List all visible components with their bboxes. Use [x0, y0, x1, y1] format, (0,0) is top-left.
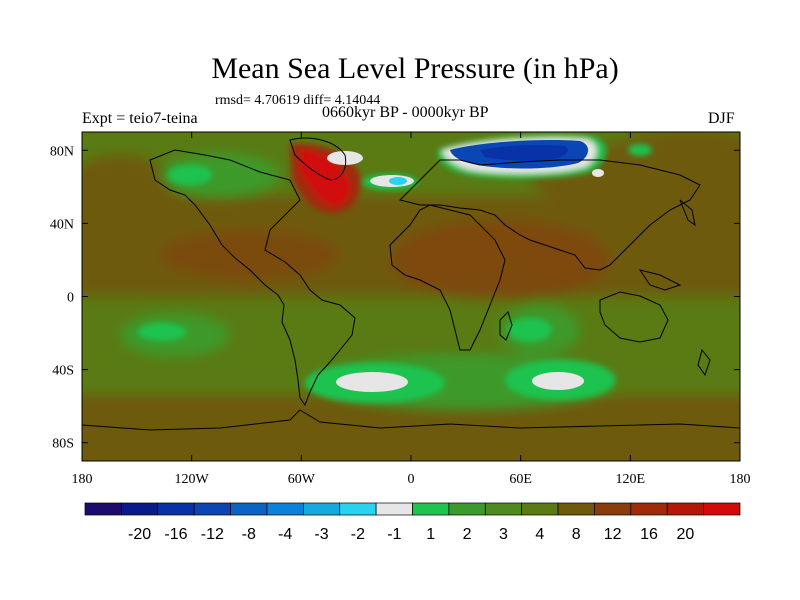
colorbar-swatch — [412, 502, 450, 516]
y-tick-label: 40S — [52, 364, 74, 379]
y-tick-label: 80N — [50, 144, 74, 159]
y-tick-label: 0 — [67, 291, 74, 306]
colorbar-label: 1 — [426, 526, 435, 543]
colorbar-label: 16 — [640, 526, 658, 543]
colorbar-label: 8 — [572, 526, 581, 543]
chart-title: Mean Sea Level Pressure (in hPa) — [211, 52, 619, 85]
colorbar-swatch — [630, 502, 668, 516]
coastlines — [82, 137, 740, 431]
colorbar-swatch — [230, 502, 268, 516]
x-tick-label: 180 — [72, 472, 93, 487]
colorbar-swatch — [448, 502, 486, 516]
colorbar-label: -4 — [278, 526, 292, 543]
colorbar-swatch — [266, 502, 304, 516]
colorbar-swatch — [157, 502, 195, 516]
y-axis: 80N 40N 0 40S 80S — [50, 144, 740, 452]
colorbar-swatch — [84, 502, 122, 516]
colorbar-swatch — [375, 502, 413, 516]
colorbar-swatch — [302, 502, 341, 516]
colorbar-swatch — [121, 502, 159, 516]
colorbar-label: -8 — [242, 526, 256, 543]
period-label: 0660kyr BP - 0000kyr BP — [322, 104, 489, 121]
y-tick-label: 40N — [50, 217, 74, 232]
region-south-atlantic-low — [336, 372, 408, 392]
region-south-indian-low — [532, 372, 584, 390]
colorbar-label: -1 — [387, 526, 401, 543]
season-label: DJF — [708, 110, 735, 127]
colorbar-swatch — [666, 502, 704, 516]
colorbar-label: 20 — [677, 526, 695, 543]
colorbar-label: -3 — [314, 526, 328, 543]
y-tick-label: 80S — [52, 437, 74, 452]
x-tick-label: 60E — [509, 472, 532, 487]
colorbar-swatch — [557, 502, 595, 516]
colorbar-swatch — [193, 502, 231, 516]
region-greenland-sea-low — [389, 177, 407, 185]
stats-text: rmsd= 4.70619 diff= 4.14044 — [215, 93, 381, 108]
colorbar-label: 4 — [535, 526, 544, 543]
colorbar-swatch — [594, 502, 632, 516]
colorbar-label: -20 — [128, 526, 151, 543]
colorbar-label: -2 — [351, 526, 365, 543]
x-tick-label: 120E — [616, 472, 646, 487]
colorbar-label: -16 — [164, 526, 187, 543]
colorbar-swatch — [521, 502, 559, 516]
x-tick-label: 180 — [730, 472, 751, 487]
x-tick-label: 120W — [175, 472, 210, 487]
x-tick-label: 60W — [288, 472, 316, 487]
colorbar: -20 -16 -12 -8 -4 -3 -2 -1 1 2 3 4 8 12 16 20 — [84, 502, 741, 543]
colorbar-label: -12 — [201, 526, 224, 543]
x-tick-label: 0 — [408, 472, 415, 487]
colorbar-label: 12 — [604, 526, 622, 543]
region-south-pacific-low — [138, 323, 186, 341]
colorbar-label: 3 — [499, 526, 508, 543]
x-axis: 180 120W 60W 0 60E 120E 180 — [72, 132, 751, 487]
colorbar-swatch — [703, 502, 741, 516]
colorbar-swatch — [339, 502, 377, 516]
experiment-label: Expt = teio7-teina — [82, 110, 198, 127]
colorbar-swatch — [484, 502, 523, 516]
field-layer — [82, 132, 740, 461]
colorbar-label: 2 — [463, 526, 472, 543]
